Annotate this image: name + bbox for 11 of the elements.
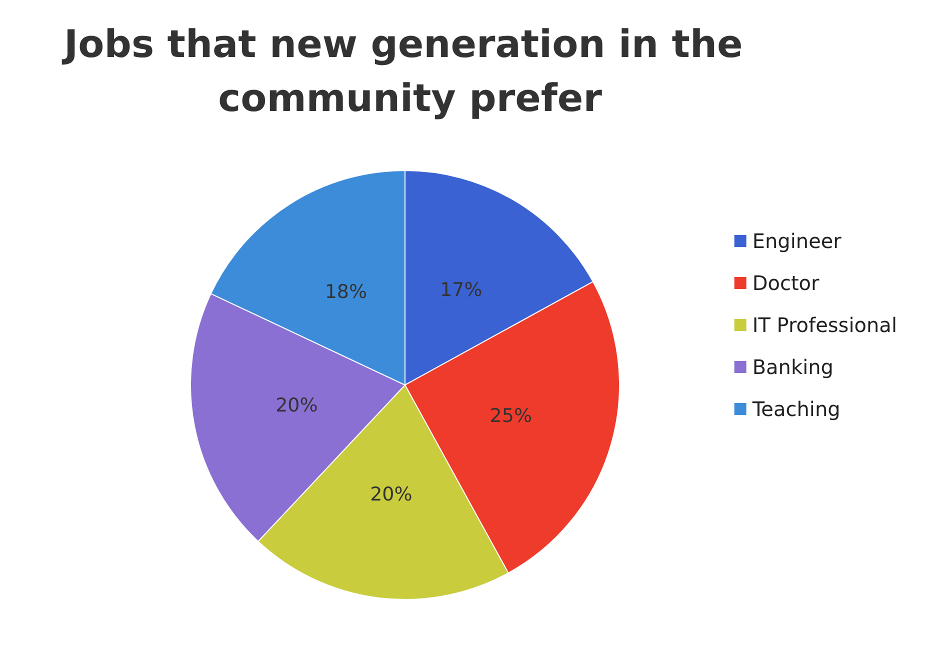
legend-label: Doctor: [752, 271, 820, 295]
data-label: 17%: [440, 279, 482, 302]
data-label: 18%: [324, 280, 368, 303]
legend-label: Engineer: [752, 229, 842, 253]
legend-label: Banking: [752, 355, 834, 379]
data-label: 20%: [276, 394, 318, 417]
legend-label: IT Professional: [752, 313, 898, 337]
legend-label: Teaching: [751, 397, 840, 421]
data-label: 20%: [370, 483, 412, 506]
chart-title: Jobs that new generation in the community prefer: [61, 22, 756, 120]
data-label: 25%: [490, 404, 532, 427]
